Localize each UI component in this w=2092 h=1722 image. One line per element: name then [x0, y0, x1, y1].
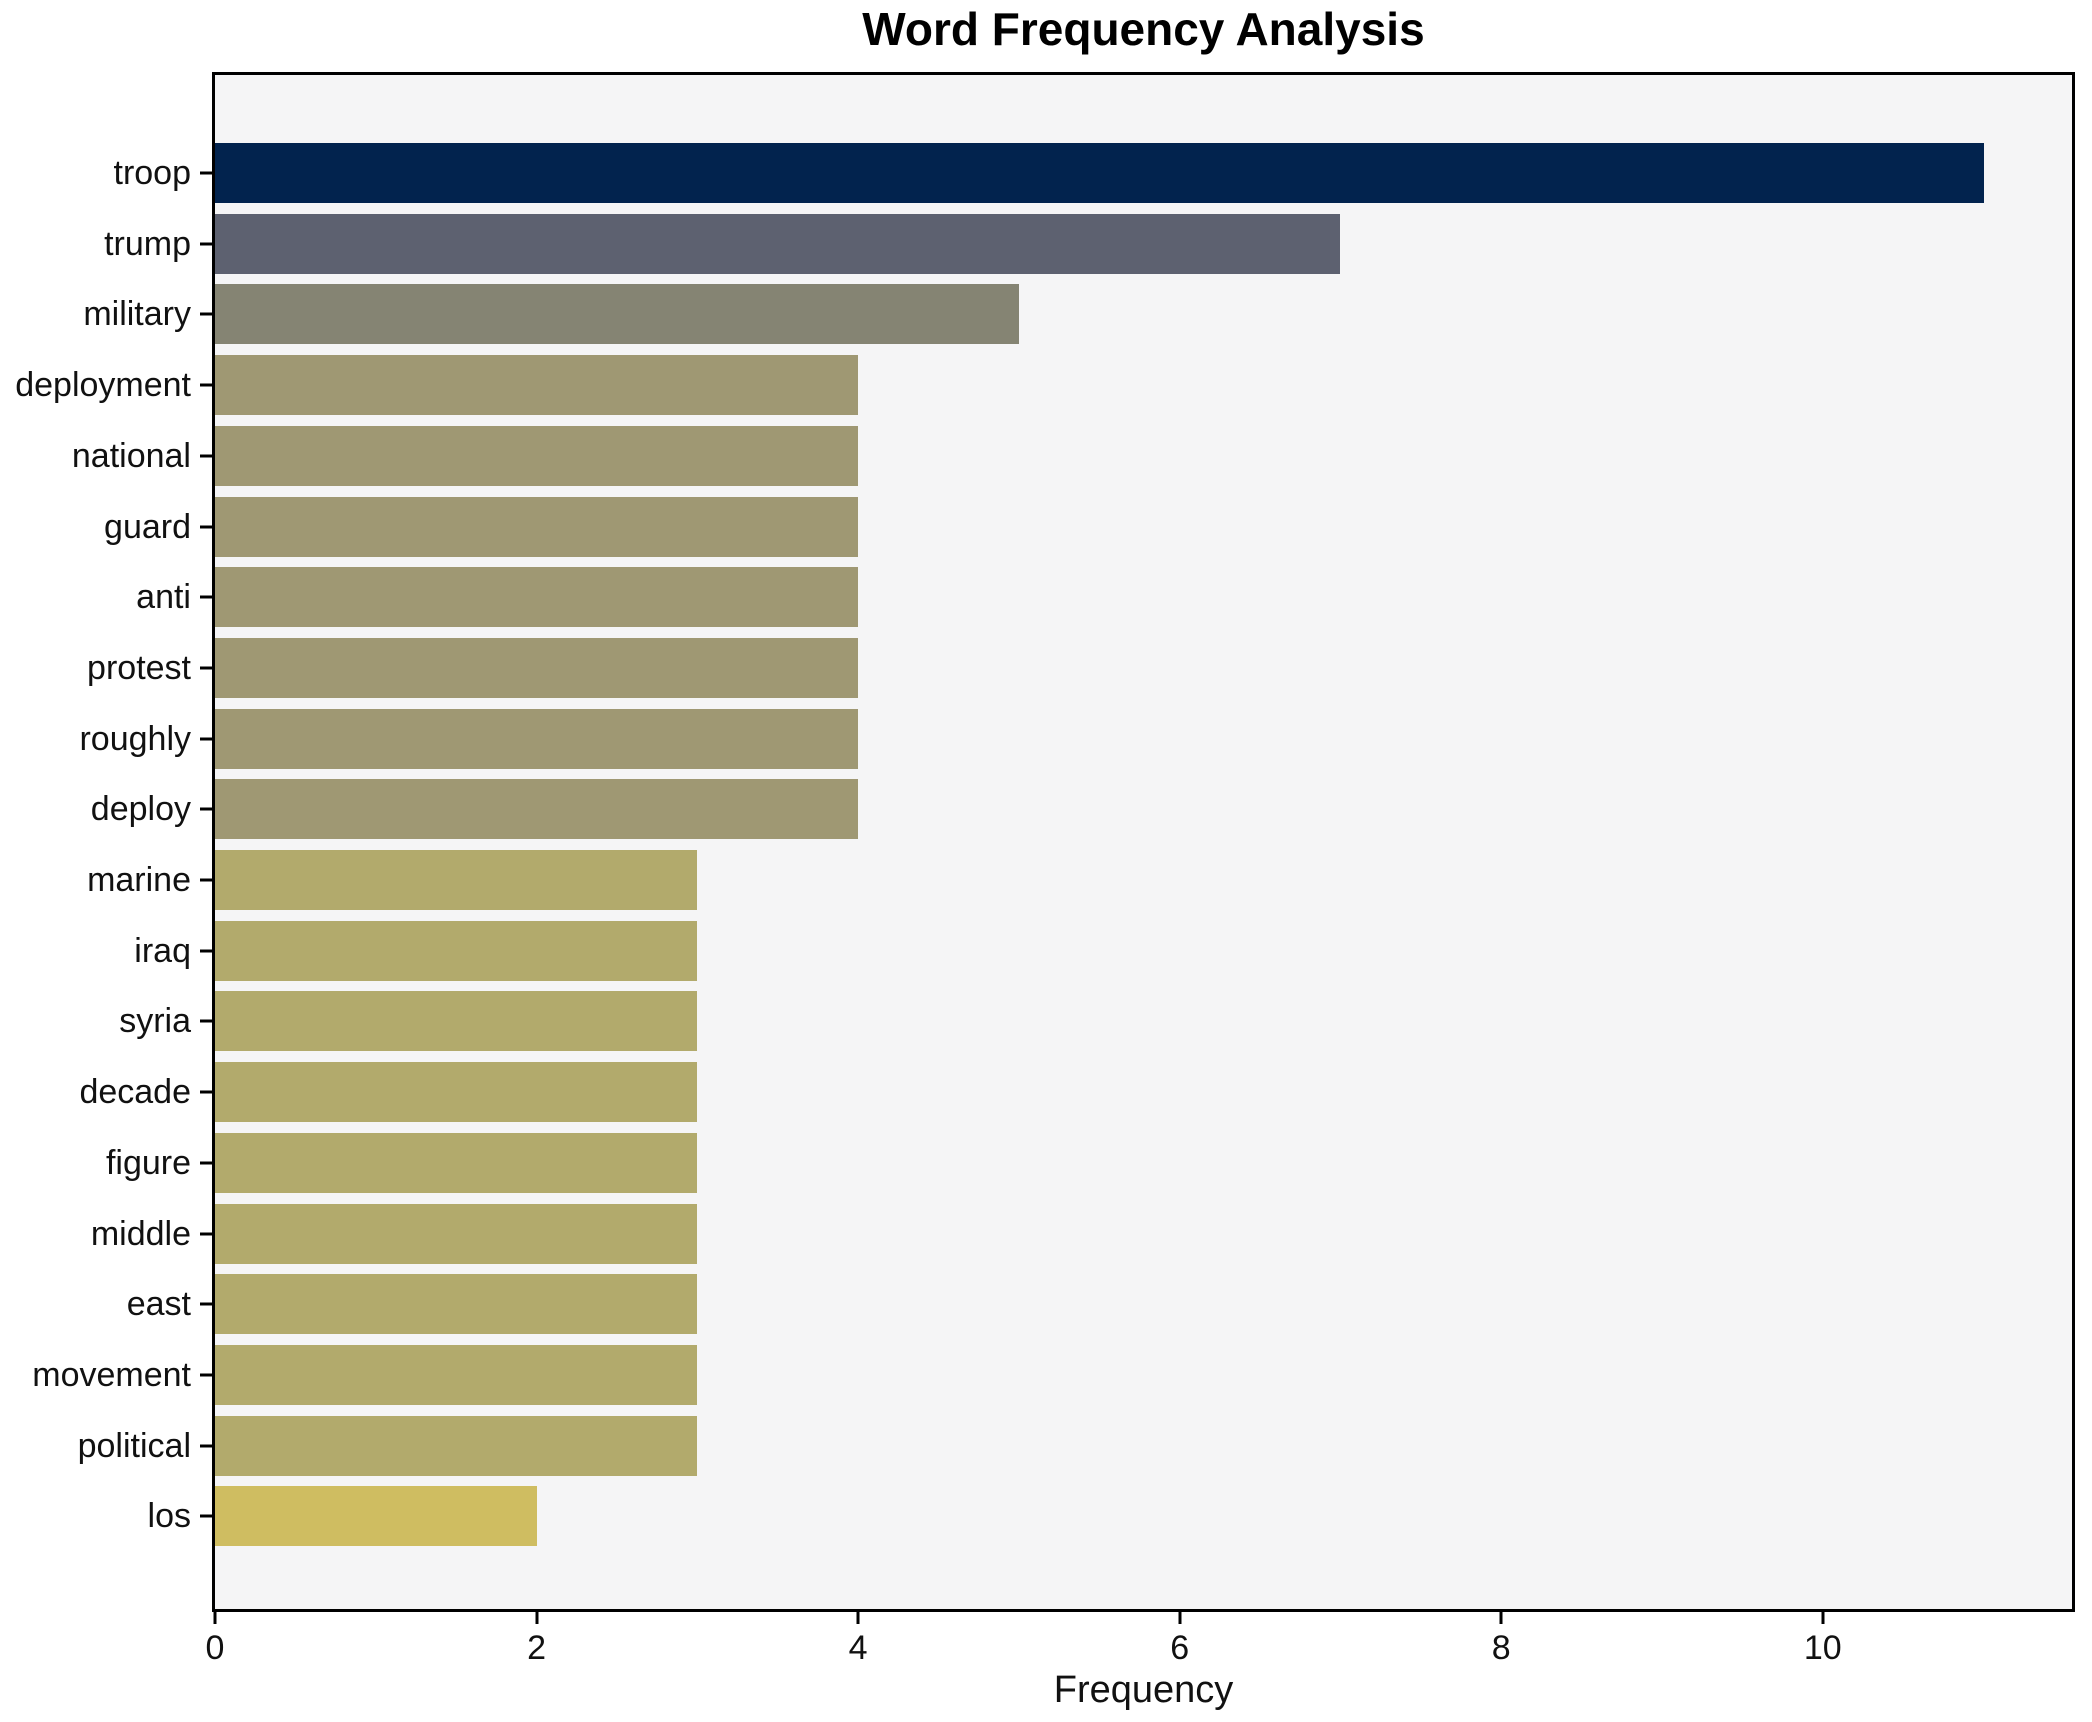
- y-tick-label-los: los: [147, 1497, 191, 1536]
- x-tick-label: 2: [527, 1629, 547, 1667]
- y-tick-label-figure: figure: [105, 1143, 191, 1182]
- y-tick-label-iraq: iraq: [134, 931, 191, 970]
- y-tick-mark: [200, 1090, 212, 1094]
- bar-middle: [215, 1203, 698, 1264]
- y-tick-mark: [200, 949, 212, 953]
- y-tick-label-political: political: [77, 1426, 191, 1465]
- y-tick-mark: [200, 878, 212, 882]
- bar-deployment: [215, 355, 859, 416]
- y-tick-mark: [200, 525, 212, 528]
- y-tick-mark: [200, 1232, 212, 1235]
- y-tick-label-protest: protest: [87, 648, 191, 687]
- bar-iraq: [215, 920, 698, 981]
- x-tick-mark: [856, 1612, 860, 1624]
- y-tick-label-east: east: [126, 1285, 191, 1324]
- x-tick-mark: [1821, 1612, 1825, 1624]
- x-tick-mark: [1499, 1612, 1503, 1624]
- x-tick-label: 8: [1491, 1629, 1511, 1667]
- x-tick-mark: [1178, 1612, 1182, 1624]
- y-tick-mark: [200, 1514, 212, 1518]
- y-tick-label-marine: marine: [87, 861, 191, 899]
- y-tick-mark: [200, 454, 212, 458]
- y-tick-label-syria: syria: [119, 1002, 191, 1041]
- y-tick-mark: [200, 807, 212, 811]
- y-tick-mark: [200, 1161, 212, 1165]
- y-tick-label-roughly: roughly: [79, 719, 191, 758]
- y-tick-label-national: national: [71, 436, 191, 475]
- y-tick-mark: [200, 171, 212, 175]
- y-tick-mark: [200, 242, 212, 246]
- x-tick-label: 4: [848, 1629, 868, 1667]
- y-tick-label-movement: movement: [32, 1355, 191, 1394]
- y-tick-mark: [200, 1302, 212, 1306]
- bar-troop: [215, 143, 1984, 203]
- bar-anti: [215, 567, 859, 628]
- x-axis-title: Frequency: [1053, 1669, 1234, 1711]
- y-tick-mark: [200, 1444, 212, 1448]
- y-tick-mark: [200, 1373, 212, 1377]
- bar-trump: [215, 213, 1341, 274]
- plot-area: troop trump military deployment national guar…: [15, 72, 2075, 1709]
- y-tick-label-middle: middle: [90, 1214, 191, 1253]
- x-tick-label: 0: [205, 1629, 225, 1667]
- y-tick-label-decade: decade: [79, 1073, 191, 1112]
- bar-marine: [215, 850, 698, 910]
- y-tick-label-guard: guard: [104, 507, 191, 546]
- y-tick-mark: [200, 595, 212, 599]
- y-tick-label-troop: troop: [113, 154, 192, 192]
- y-tick-mark: [200, 666, 212, 670]
- y-tick-mark: [200, 1019, 212, 1023]
- bar-movement: [215, 1344, 698, 1405]
- x-tick-label: 6: [1170, 1629, 1190, 1667]
- bar-national: [215, 425, 859, 486]
- y-tick-label-anti: anti: [136, 578, 191, 617]
- bar-roughly: [215, 708, 859, 769]
- y-tick-mark: [200, 312, 212, 316]
- y-tick-mark: [200, 737, 212, 741]
- bar-figure: [215, 1132, 698, 1193]
- bar-military: [215, 284, 1019, 345]
- x-tick-mark: [535, 1612, 539, 1624]
- y-tick-mark: [200, 383, 212, 387]
- y-tick-label-deployment: deployment: [15, 366, 191, 405]
- bar-guard: [215, 496, 859, 557]
- bar-decade: [215, 1062, 698, 1123]
- y-tick-label-trump: trump: [104, 224, 191, 263]
- x-tick-mark: [213, 1612, 217, 1624]
- y-tick-label-deploy: deploy: [90, 790, 191, 829]
- bar-los: [215, 1486, 537, 1547]
- bar-syria: [215, 991, 698, 1052]
- chart-title: Word Frequency Analysis: [862, 3, 1425, 55]
- y-tick-label-military: military: [83, 295, 191, 334]
- bar-political: [215, 1415, 698, 1476]
- x-tick-label: 10: [1803, 1629, 1842, 1667]
- bar-deploy: [215, 779, 859, 840]
- bar-protest: [215, 637, 859, 698]
- bar-east: [215, 1274, 698, 1335]
